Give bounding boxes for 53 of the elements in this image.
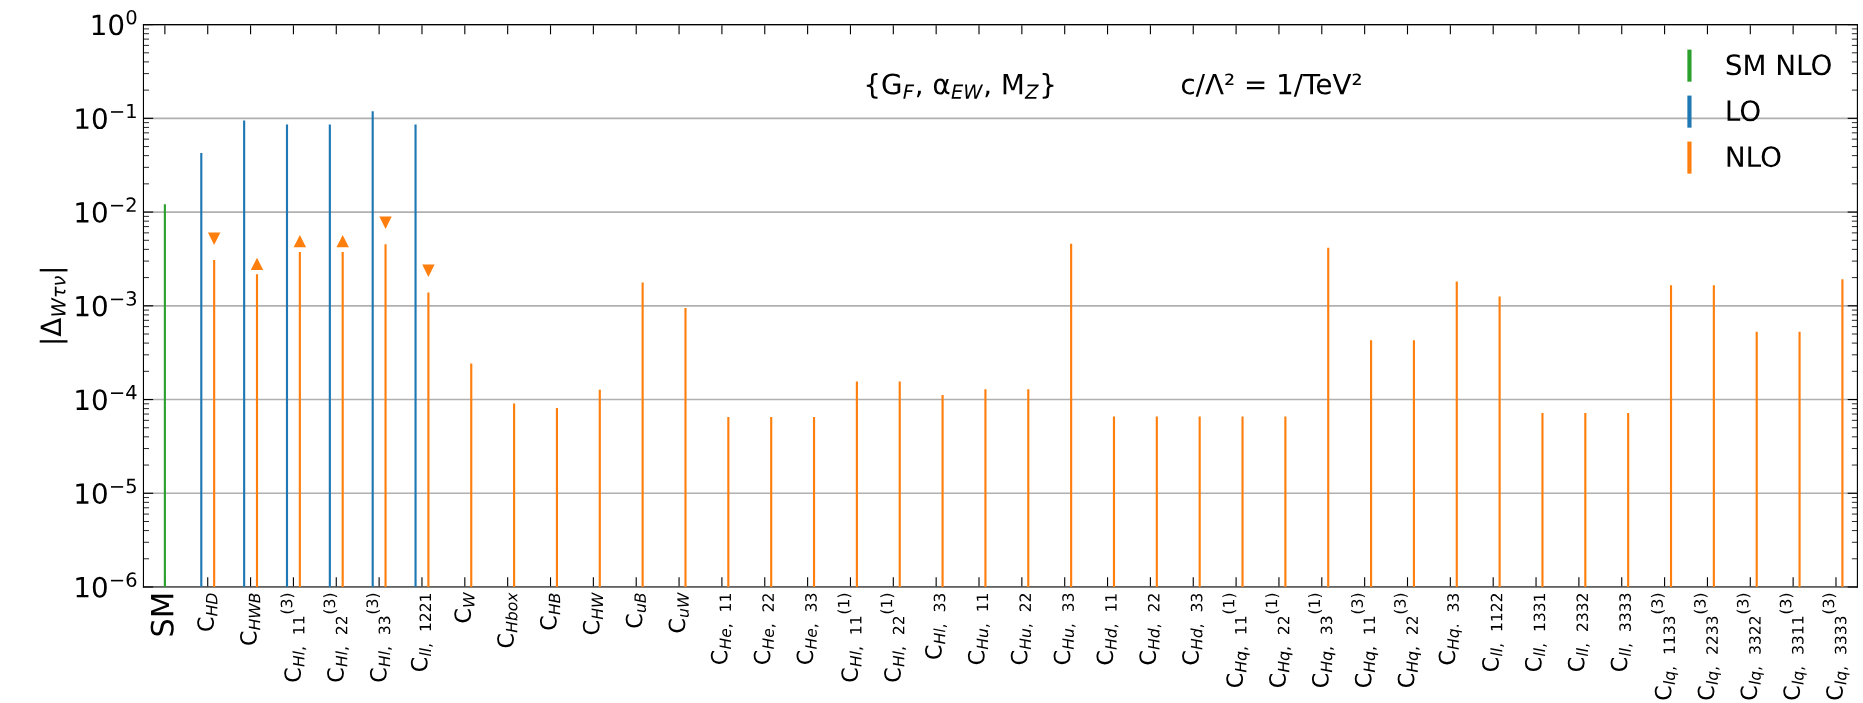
x-tick-label: C$_{Hl, 11}$$^{(1)}$ <box>837 593 864 682</box>
y-tick-label: 10$^{−3}$ <box>76 291 137 317</box>
x-tick-label: C$_{Hl, 22}$$^{(1)}$ <box>880 593 907 682</box>
x-tick-label: C$_{Hu, 11}$ <box>967 593 990 665</box>
x-tick-label: C$_{uW}$ <box>668 592 689 633</box>
x-tick-label: C$_{Hbox}$ <box>497 592 518 648</box>
x-tick-label: C$_{ll, 1331}$ <box>1524 593 1547 672</box>
x-tick-label: C$_{Hd, 22}$ <box>1139 594 1162 665</box>
x-tick-label: C$_{He, 11}$ <box>710 593 733 664</box>
x-tick-label: SM <box>150 594 174 636</box>
legend-label: LO <box>1727 100 1760 122</box>
x-tick-label: C$_{lq, 3311}$$^{(3)}$ <box>1779 593 1807 700</box>
annotation: c/Λ² = 1/TeV² <box>1181 73 1361 97</box>
x-tick-label: C$_{ll, 1122}$ <box>1482 594 1505 672</box>
y-tick-label: 10$^{−4}$ <box>76 385 137 411</box>
x-tick-label: C$_{HD}$ <box>197 593 218 631</box>
y-tick-label: 10$^{−1}$ <box>76 103 136 130</box>
x-tick-label: C$_{ll, 1221}$ <box>410 593 433 672</box>
x-tick-label: C$_{lq, 2233}$$^{(3)}$ <box>1693 593 1721 700</box>
x-tick-label: C$_{Hl, 33}$ <box>925 593 947 659</box>
x-tick-label: C$_{Hl, 22}$$^{(3)}$ <box>323 593 350 682</box>
x-tick-label: C$_{Hl, 11}$$^{(3)}$ <box>280 593 307 682</box>
x-tick-label: C$_{lq, 3333}$$^{(3)}$ <box>1822 593 1850 700</box>
x-tick-label: C$_{lq, 3322}$$^{(3)}$ <box>1736 593 1764 700</box>
x-tick-label: C$_{Hu, 33}$ <box>1053 593 1076 665</box>
x-tick-label: C$_{W}$ <box>454 592 475 623</box>
annotation: {G$_{F}$, α$_{EW}$, M$_{Z}$} <box>866 73 1054 99</box>
x-tick-label: C$_{ll, 2332}$ <box>1567 594 1590 672</box>
x-tick-label: C$_{Hq. 33}$ <box>1438 593 1462 665</box>
x-tick-label: C$_{Hq, 22}$$^{(3)}$ <box>1393 593 1421 688</box>
legend-label: SM NLO <box>1726 54 1831 76</box>
x-tick-label: C$_{ll, 3333}$ <box>1610 593 1633 672</box>
x-tick-label: C$_{He, 33}$ <box>796 593 819 664</box>
x-tick-label: C$_{lq, 1133}$$^{(3)}$ <box>1650 593 1679 700</box>
x-tick-label: C$_{Hl, 33}$$^{(3)}$ <box>366 593 392 682</box>
x-tick-label: C$_{Hq, 11}$$^{(1)}$ <box>1222 593 1250 688</box>
x-tick-label: C$_{Hd, 11}$ <box>1096 594 1119 665</box>
x-tick-label: C$_{Hq, 22}$$^{(1)}$ <box>1265 593 1293 688</box>
x-tick-label: C$_{uB}$ <box>625 593 647 628</box>
y-tick-label: 10$^{−6}$ <box>76 572 137 598</box>
y-tick-label: 10$^{−2}$ <box>76 197 136 223</box>
x-tick-label: C$_{HWB}$ <box>240 593 261 645</box>
x-tick-label: C$_{HW}$ <box>582 592 603 635</box>
x-tick-label: C$_{Hq, 33}$$^{(1)}$ <box>1308 593 1336 688</box>
x-tick-label: C$_{Hq, 11}$$^{(3)}$ <box>1350 593 1379 688</box>
x-tick-label: C$_{He, 22}$ <box>753 594 776 664</box>
y-tick-label: 10$^{0}$ <box>92 9 137 36</box>
x-tick-label: C$_{HB}$ <box>539 593 561 630</box>
y-tick-label: 10$^{−5}$ <box>76 478 136 505</box>
x-tick-label: C$_{Hu, 22}$ <box>1010 594 1033 665</box>
y-axis-title: |Δ$_{Wτν}$| <box>39 269 68 343</box>
legend-label: NLO <box>1727 146 1781 168</box>
x-tick-label: C$_{Hd, 33}$ <box>1182 593 1205 665</box>
